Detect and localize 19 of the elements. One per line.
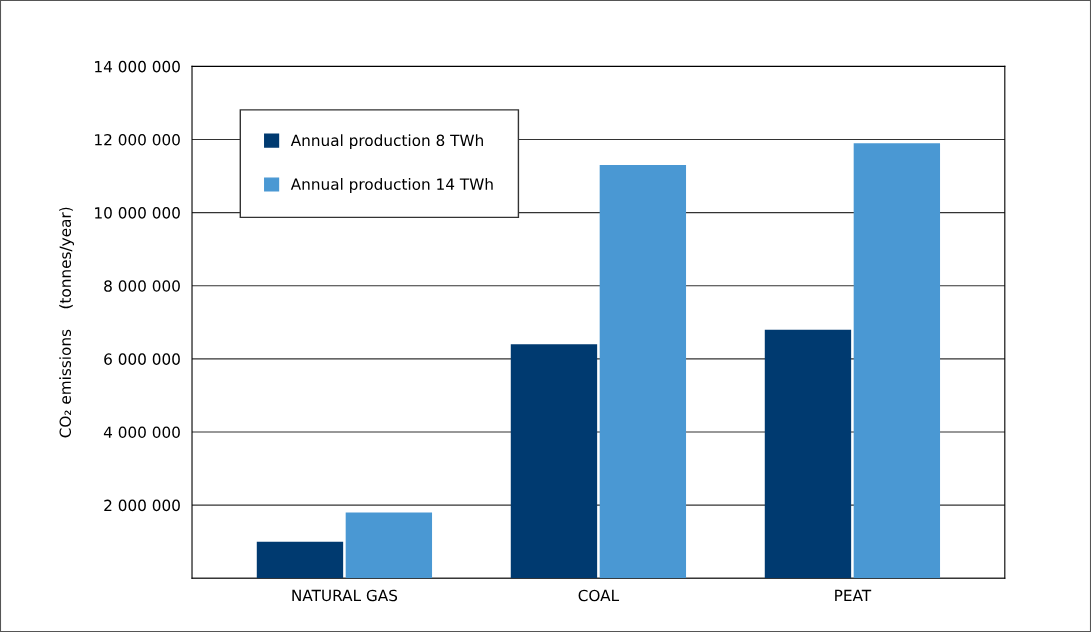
y-tick-label: 2 000 000 xyxy=(104,499,180,512)
legend-label: Annual production 14 TWh xyxy=(290,178,493,193)
x-tick-label: NATURAL GAS xyxy=(292,589,398,602)
bar xyxy=(764,329,852,579)
y-tick-label: 6 000 000 xyxy=(104,353,180,365)
y-tick-label: 4 000 000 xyxy=(103,426,180,439)
bar xyxy=(510,344,598,579)
y-tick-label: 8 000 000 xyxy=(104,280,180,292)
bar xyxy=(256,541,344,579)
y-axis-title: CO₂ emissions (tonnes/year) xyxy=(59,207,74,438)
bar xyxy=(599,165,687,579)
bar xyxy=(853,143,941,579)
x-tick-label: COAL xyxy=(578,589,620,602)
y-tick-label: 12 000 000 xyxy=(95,133,180,146)
y-tick-label: 10 000 000 xyxy=(95,207,180,219)
bar xyxy=(345,512,433,579)
y-tick-label: 14 000 000 xyxy=(95,60,180,73)
x-tick-label: PEAT xyxy=(835,589,872,601)
legend-label: Annual production 8 TWh xyxy=(290,134,483,150)
